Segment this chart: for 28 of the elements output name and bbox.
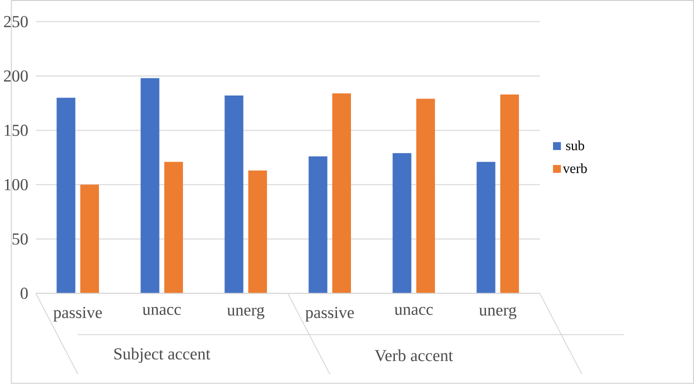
y-tick-label: 250 [4, 16, 28, 28]
bar [80, 184, 99, 294]
bar [248, 170, 267, 294]
bar [392, 153, 412, 294]
x-tick-label: passive [305, 306, 354, 322]
bar [332, 93, 351, 294]
y-tick-label: 100 [4, 179, 28, 190]
bar [164, 162, 183, 294]
bar [224, 96, 244, 294]
x-tick-label: unacc [394, 306, 433, 316]
x-tick-label: unacc [142, 306, 181, 316]
bar [500, 94, 519, 294]
text: Verb accent [374, 349, 453, 362]
bar [308, 156, 328, 294]
text: Subject accent [114, 348, 210, 363]
legend-label: verb [562, 163, 587, 174]
bar [140, 78, 160, 294]
y-tick-label: 150 [4, 124, 28, 136]
bar [476, 162, 496, 294]
x-tick-label: passive [53, 306, 102, 322]
x-tick-label: unerg [227, 306, 264, 320]
bar [56, 98, 76, 294]
y-tick-label: 50 [12, 233, 28, 245]
legend-label: sub [566, 140, 584, 150]
y-tick-label: 200 [4, 70, 28, 82]
x-tick-label: unerg [479, 306, 516, 320]
y-tick-label: 0 [20, 288, 28, 300]
bar [416, 98, 435, 294]
